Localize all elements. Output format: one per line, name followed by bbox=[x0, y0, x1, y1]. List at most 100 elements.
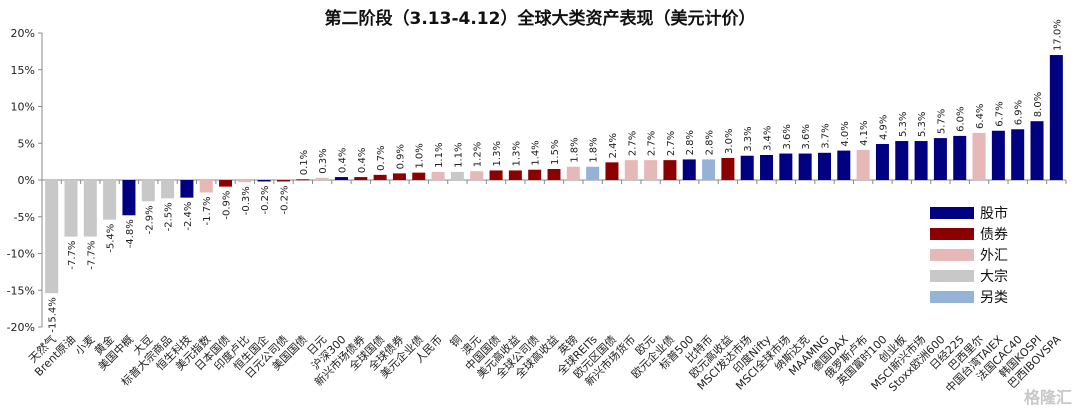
bar bbox=[315, 177, 329, 180]
bar bbox=[122, 180, 136, 216]
bar bbox=[740, 155, 754, 180]
bar bbox=[392, 173, 406, 180]
data-label: 1.3% bbox=[511, 141, 522, 166]
data-label: 3.0% bbox=[724, 129, 735, 154]
bar bbox=[83, 180, 97, 237]
legend-swatch bbox=[930, 248, 974, 261]
data-label: 2.8% bbox=[685, 130, 696, 155]
bar bbox=[412, 172, 426, 180]
data-label: 4.9% bbox=[878, 115, 889, 140]
bar bbox=[972, 132, 986, 180]
bar bbox=[798, 153, 812, 180]
data-label: 0.9% bbox=[395, 144, 406, 169]
data-label: -7.7% bbox=[67, 241, 78, 270]
bar bbox=[161, 180, 175, 199]
data-label: 1.1% bbox=[453, 143, 464, 168]
bar bbox=[933, 138, 947, 180]
bar bbox=[586, 166, 600, 180]
y-tick-label: -5% bbox=[14, 211, 35, 224]
legend-label: 大宗 bbox=[980, 268, 1008, 285]
data-label: -4.8% bbox=[125, 219, 136, 248]
bar bbox=[817, 152, 831, 180]
bar bbox=[180, 180, 194, 198]
bar bbox=[470, 171, 484, 180]
bar bbox=[895, 141, 909, 180]
legend: 股市 债券 外汇 大宗 另类 bbox=[930, 202, 1040, 307]
bar bbox=[296, 179, 310, 181]
bar bbox=[1011, 129, 1025, 180]
bar bbox=[103, 180, 117, 220]
data-label: -5.4% bbox=[106, 224, 117, 253]
data-label: 17.0% bbox=[1052, 19, 1063, 51]
data-label: -1.7% bbox=[202, 196, 213, 225]
data-label: 1.5% bbox=[550, 140, 561, 165]
data-label: -7.7% bbox=[86, 241, 97, 270]
data-label: 2.7% bbox=[666, 131, 677, 156]
data-label: 1.4% bbox=[531, 140, 542, 165]
data-label: -2.9% bbox=[144, 205, 155, 234]
data-label: 4.1% bbox=[859, 120, 870, 145]
bar bbox=[856, 149, 870, 180]
legend-item-commodities: 大宗 bbox=[930, 265, 1040, 286]
y-tick-label: 0% bbox=[18, 174, 35, 187]
data-label: 2.4% bbox=[608, 133, 619, 158]
data-label: -0.9% bbox=[222, 191, 233, 220]
bar bbox=[277, 180, 291, 182]
legend-label: 债券 bbox=[980, 226, 1008, 243]
y-tick-label: 20% bbox=[11, 27, 35, 40]
bar bbox=[528, 169, 542, 180]
data-label: 1.8% bbox=[589, 137, 600, 162]
bar bbox=[605, 162, 619, 180]
data-label: 8.0% bbox=[1033, 92, 1044, 117]
bar bbox=[702, 159, 716, 180]
bar bbox=[682, 159, 696, 180]
bar bbox=[489, 170, 503, 180]
bar bbox=[663, 160, 677, 180]
bar bbox=[914, 141, 928, 180]
bar bbox=[64, 180, 78, 237]
data-label: 3.6% bbox=[782, 124, 793, 149]
data-label: 1.0% bbox=[415, 143, 426, 168]
bar bbox=[779, 153, 793, 180]
bar bbox=[624, 160, 638, 180]
watermark-logo: 格隆汇 bbox=[1023, 388, 1072, 407]
bar bbox=[450, 171, 464, 180]
bar bbox=[238, 180, 252, 183]
bar bbox=[508, 170, 522, 180]
legend-swatch bbox=[930, 206, 974, 219]
legend-swatch bbox=[930, 227, 974, 240]
data-label: 6.9% bbox=[1014, 100, 1025, 125]
y-tick-label: -10% bbox=[7, 248, 35, 261]
bar bbox=[644, 160, 658, 180]
data-label: -0.3% bbox=[241, 186, 252, 215]
data-label: 0.7% bbox=[376, 145, 387, 170]
bar bbox=[199, 180, 213, 193]
y-tick-label: 15% bbox=[11, 64, 35, 77]
y-tick-label: -15% bbox=[7, 284, 35, 297]
bar bbox=[875, 143, 889, 180]
legend-item-fx: 外汇 bbox=[930, 244, 1040, 265]
data-label: 5.3% bbox=[898, 112, 909, 137]
data-label: 6.0% bbox=[956, 106, 967, 131]
bar bbox=[566, 166, 580, 180]
legend-label: 外汇 bbox=[980, 247, 1008, 264]
bar bbox=[721, 157, 735, 180]
data-label: -15.4% bbox=[48, 297, 59, 332]
bar bbox=[760, 155, 774, 180]
data-label: 0.1% bbox=[299, 150, 310, 175]
legend-swatch bbox=[930, 269, 974, 282]
data-label: 3.7% bbox=[820, 123, 831, 148]
bar bbox=[547, 168, 561, 180]
bar bbox=[837, 150, 851, 180]
chart-title: 第二阶段（3.13-4.12）全球大类资产表现（美元计价） bbox=[324, 9, 756, 29]
legend-item-alternatives: 另类 bbox=[930, 286, 1040, 307]
legend-label: 股市 bbox=[980, 205, 1008, 222]
data-label: 2.7% bbox=[627, 131, 638, 156]
data-label: -2.4% bbox=[183, 202, 194, 231]
data-label: 0.4% bbox=[357, 148, 368, 173]
data-label: -0.2% bbox=[280, 185, 291, 214]
bar bbox=[334, 177, 348, 180]
bar bbox=[373, 174, 387, 180]
data-label: 3.6% bbox=[801, 124, 812, 149]
